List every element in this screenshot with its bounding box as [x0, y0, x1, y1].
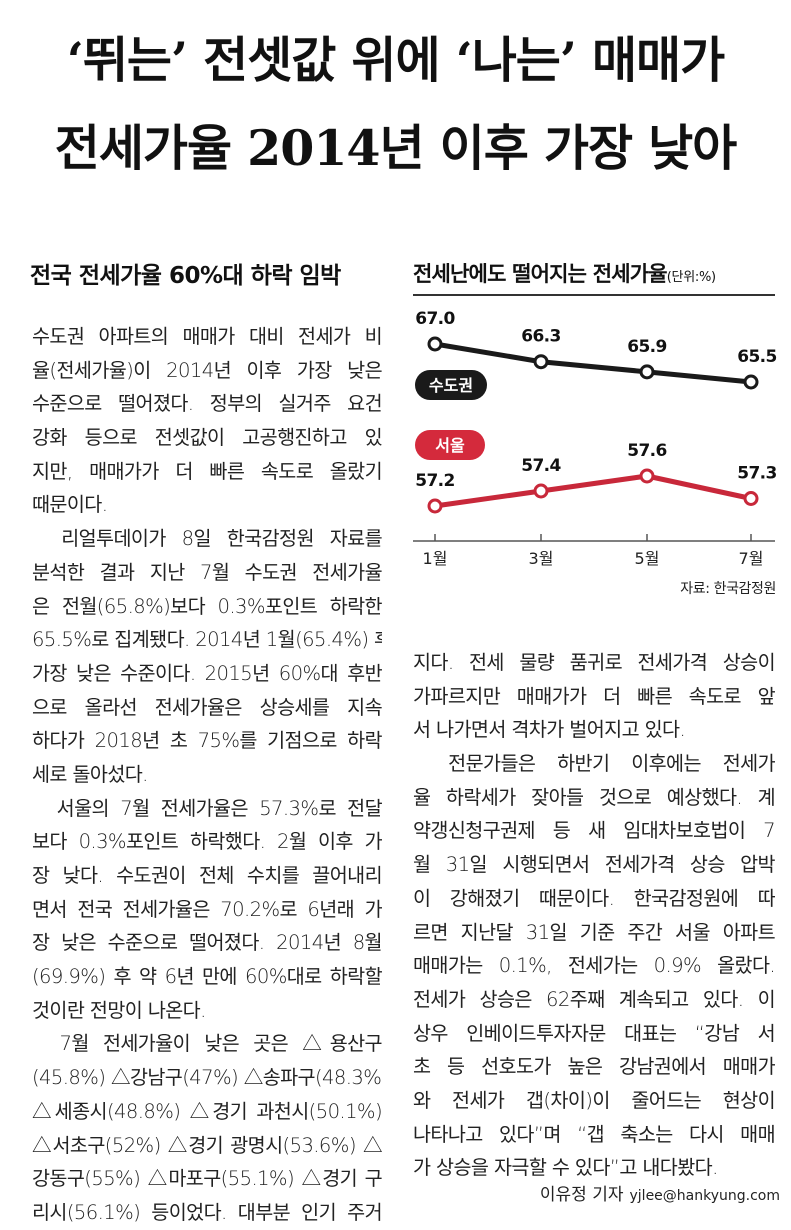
body-line: 지만, 매매가가 더 빠른 속도로 올랐기	[32, 459, 382, 483]
data-label: 65.5	[737, 347, 777, 367]
body-line: 서 나가면서 격차가 벌어지고 있다.	[413, 718, 686, 742]
body-line: 월 31일 시행되면서 전세가격 상승 압박	[413, 853, 775, 877]
data-point	[427, 336, 443, 352]
x-tick-label: 1월	[423, 549, 448, 568]
data-label: 57.4	[521, 456, 561, 476]
body-line: 약갱신청구권제 등 새 임대차보호법이 7	[413, 819, 775, 843]
series-badge	[415, 430, 485, 460]
data-point	[639, 468, 655, 484]
body-line: 율(전세가율)이 2014년 이후 가장 낮은	[32, 358, 382, 382]
body-line: 서울의 7월 전세가율은 57.3%로 전달	[32, 796, 382, 820]
data-label: 57.2	[415, 471, 455, 491]
data-point	[533, 354, 549, 370]
chart-source: 자료: 한국감정원	[680, 581, 776, 597]
body-line: 장 낮은 수준으로 떨어졌다. 2014년 8월	[32, 931, 382, 955]
body-line: 리얼투데이가 8일 한국감정원 자료를	[32, 527, 382, 551]
body-line: 은 전월(65.8%)보다 0.3%포인트 하락한	[32, 594, 382, 618]
body-line: 면서 전국 전세가율은 70.2%로 6년래 가	[32, 897, 382, 921]
data-point	[427, 498, 443, 514]
body-line: △서초구(52%) △경기 광명시(53.6%) △	[32, 1133, 382, 1157]
body-line: 지다. 전세 물량 품귀로 전세가격 상승이	[413, 651, 775, 674]
body-line: 7월 전세가율이 낮은 곳은 △용산구	[32, 1032, 383, 1056]
x-tick-label: 3월	[529, 549, 554, 568]
chart-top-rule	[413, 294, 775, 296]
x-tick-label: 7월	[739, 549, 764, 568]
body-line: 르면 지난달 31일 기준 주간 서울 아파트	[413, 920, 775, 944]
data-label: 66.3	[521, 327, 561, 347]
body-line: 리시(56.1%) 등이었다. 대부분 인기 주거	[32, 1200, 382, 1224]
body-line: 세로 돌아섰다.	[32, 762, 148, 786]
x-tick-label: 5월	[635, 549, 660, 568]
body-line: (69.9%) 후 약 6년 만에 60%대로 하락할	[32, 965, 382, 989]
series-badge	[415, 370, 487, 400]
body-line: 하다가 2018년 초 75%를 기점으로 하락	[32, 729, 382, 753]
byline-name: 이유정 기자	[539, 1185, 624, 1205]
body-line: 65.5%로 집계됐다. 2014년 1월(65.4%) 후	[32, 628, 382, 652]
body-line: 매매가는 0.1%, 전세가는 0.9% 올랐다.	[413, 954, 775, 978]
body-line: 가장 낮은 수준이다. 2015년 60%대 후반	[32, 661, 382, 685]
body-line: 전문가들은 하반기 이후에는 전세가	[413, 752, 775, 776]
subheadline: 전국 전세가율 60%대 하락 임박	[30, 263, 341, 289]
data-label: 57.3	[737, 464, 777, 484]
body-line: 초 등 선호도가 높은 강남권에서 매매가	[413, 1055, 775, 1079]
body-line: 으로 올라선 전세가율은 상승세를 지속	[32, 695, 382, 719]
body-line: 수준으로 떨어졌다. 정부의 실거주 요건	[32, 392, 382, 416]
data-point	[533, 483, 549, 499]
chart-title-text: 전세난에도 떨어지는 전세가율	[413, 262, 668, 286]
body-line: 보다 0.3%포인트 하락했다. 2월 이후 가	[32, 830, 382, 854]
body-line: 것이란 전망이 나온다.	[32, 998, 206, 1022]
byline: 이유정 기자 yjlee@hankyung.com	[530, 1180, 780, 1205]
chart: 전세난에도 떨어지는 전세가율(단위:%) 67.0 66.3 65.9 65.5 57…	[413, 258, 778, 608]
body-line: 강화 등으로 전셋값이 고공행진하고 있	[32, 426, 382, 450]
body-line: 가 상승을 자극할 수 있다”고 내다봤다.	[413, 1156, 718, 1180]
data-label: 57.6	[627, 441, 667, 461]
series-badge-label: 서울	[435, 436, 465, 455]
series-badge-label: 수도권	[429, 376, 473, 395]
body-line: 상우 인베이드투자자문 대표는 “강남 서	[413, 1021, 775, 1045]
byline-email: yjlee@hankyung.com	[629, 1188, 781, 1204]
data-point	[743, 491, 759, 506]
body-line: 가파르지만 매매가가 더 빠른 속도로 앞	[413, 684, 775, 708]
body-line: 와 전세가 갭(차이)이 줄어드는 현상이	[413, 1088, 775, 1112]
chart-unit: (단위:%)	[666, 270, 716, 285]
body-line: 장 낮다. 수도권이 전체 수치를 끌어내리	[32, 864, 382, 887]
data-point	[743, 374, 759, 390]
series-line-0	[434, 341, 752, 385]
body-line: (45.8%) △강남구(47%) △송파구(48.3%)	[32, 1066, 382, 1090]
data-label: 67.0	[415, 309, 455, 329]
body-line: 수도권 아파트의 매매가 대비 전세가 비	[32, 325, 382, 348]
body-line: 나타나고 있다”며 “갭 축소는 다시 매매	[413, 1122, 775, 1146]
headline-line-2: 전세가율 2014년 이후 가장 낮아	[54, 119, 738, 177]
body-line: 분석한 결과 지난 7월 수도권 전세가율	[32, 560, 382, 584]
data-label: 65.9	[627, 337, 667, 357]
chart-title: 전세난에도 떨어지는 전세가율(단위:%)	[413, 258, 716, 288]
body-line: 전세가 상승은 62주째 계속되고 있다. 이	[413, 987, 775, 1011]
headline-line-1: ‘뛰는’ 전셋값 위에 ‘나는’ 매매가	[66, 31, 725, 89]
body-line: 때문이다.	[32, 493, 108, 517]
body-line: 율 하락세가 잦아들 것으로 예상했다. 계	[413, 785, 775, 809]
body-line: △세종시(48.8%) △경기 과천시(50.1%)	[32, 1099, 382, 1123]
data-point	[639, 364, 655, 380]
body-line: 이 강해졌기 때문이다. 한국감정원에 따	[413, 886, 775, 910]
body-line: 강동구(55%) △마포구(55.1%) △경기 구	[32, 1167, 382, 1191]
series-line-1	[434, 473, 752, 509]
